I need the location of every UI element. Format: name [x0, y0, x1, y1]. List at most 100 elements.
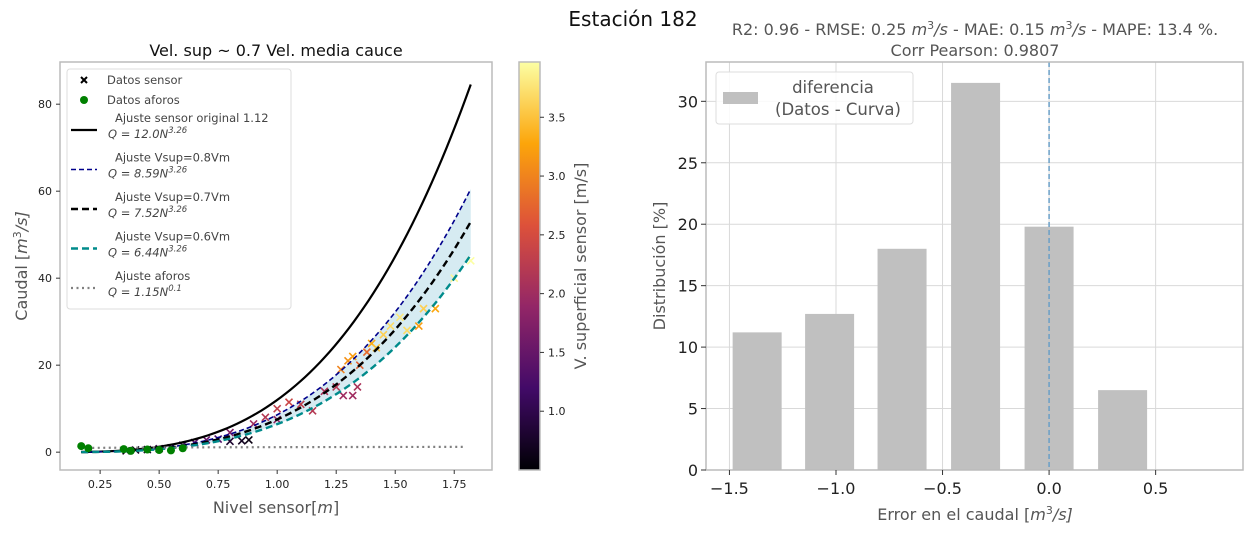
aforo-point	[143, 445, 152, 454]
sensor-point	[419, 304, 428, 313]
legend-label: Datos sensor	[107, 73, 182, 87]
x-tick-label: −1.5	[710, 479, 749, 498]
sensor-point	[362, 348, 371, 357]
left-legend: Datos sensor Datos aforos Ajuste sensor or…	[66, 68, 292, 310]
sensor-point	[273, 404, 282, 413]
legend-label: Ajuste Vsup=0.8Vm	[115, 151, 230, 165]
legend-label: Ajuste sensor original 1.12	[115, 111, 269, 125]
y-tick-label: 40	[38, 272, 52, 285]
histogram-bar	[877, 248, 927, 470]
colorbar-tick-label: 1.5	[548, 346, 566, 359]
x-tick-label: 1.75	[442, 478, 467, 491]
colorbar: 1.0 1.5 2.0 2.5 3.0 3.5 V. superficial sensor…	[518, 61, 590, 471]
legend-x-marker-icon	[80, 76, 88, 84]
legend-dot-icon	[80, 96, 88, 104]
sensor-point	[353, 382, 362, 391]
aforo-point	[77, 442, 86, 451]
sensor-point	[320, 387, 329, 396]
right-plot: R2: 0.96 - RMSE: 0.25 m3/s - MAE: 0.15 m…	[650, 19, 1244, 524]
x-tick-label: 0.5	[1143, 479, 1168, 498]
legend-equation: Q = 1.15N0.1	[108, 284, 182, 299]
legend-equation: Q = 6.44N3.26	[108, 245, 188, 260]
y-tick-label: 80	[38, 98, 52, 111]
histogram-bar	[951, 82, 1001, 470]
suptitle: Estación 182	[568, 7, 697, 31]
x-tick-label: 0.0	[1036, 479, 1061, 498]
right-title-line1: R2: 0.96 - RMSE: 0.25 m3/s - MAE: 0.15 m…	[732, 19, 1218, 39]
x-tick-label: 0.75	[206, 478, 231, 491]
legend-equation: Q = 8.59N3.26	[108, 166, 188, 181]
y-tick-label: 0	[45, 446, 52, 459]
left-ylabel: Caudal [m3/s]	[11, 211, 31, 320]
legend-equation: Q = 7.52N3.26	[108, 205, 188, 220]
y-tick-label: 15	[678, 277, 698, 296]
legend-label: Ajuste aforos	[115, 269, 190, 283]
legend-equation: Q = 12.0N3.26	[108, 126, 188, 141]
legend-label: Ajuste Vsup=0.6Vm	[115, 230, 230, 244]
left-axes-frame	[59, 61, 493, 471]
legend-label: Ajuste Vsup=0.7Vm	[115, 190, 230, 204]
sensor-point	[402, 326, 412, 335]
colorbar-tick-label: 2.0	[548, 288, 566, 301]
sensor-point	[395, 313, 404, 322]
x-tick-label: −1.0	[817, 479, 856, 498]
colorbar-tick-label: 3.5	[548, 111, 566, 124]
fit-curve	[81, 445, 467, 450]
legend-label-line2: (Datos - Curva)	[775, 100, 901, 119]
y-tick-label: 0	[688, 461, 698, 480]
sensor-point	[332, 382, 341, 391]
histogram-bar	[1098, 390, 1148, 470]
histogram-bar	[1024, 226, 1074, 470]
x-tick-label: 0.25	[88, 478, 113, 491]
x-tick-label: 1.25	[324, 478, 349, 491]
legend-box	[66, 68, 292, 310]
sensor-point	[386, 321, 395, 331]
aforo-point	[155, 445, 164, 454]
legend-box	[715, 71, 914, 125]
legend-label: Datos aforos	[107, 93, 180, 107]
sensor-point	[284, 398, 294, 407]
histogram-bar	[732, 332, 782, 470]
colorbar-tick-label: 3.0	[548, 170, 566, 183]
aforo-point	[126, 446, 135, 455]
y-tick-label: 60	[38, 185, 52, 198]
y-tick-label: 30	[678, 92, 698, 111]
sensor-point	[414, 321, 423, 331]
legend-swatch	[723, 92, 758, 104]
colorbar-tick-label: 2.5	[548, 229, 566, 242]
sensor-point	[379, 330, 388, 339]
sensor-point	[348, 352, 357, 361]
aforo-point	[119, 445, 128, 454]
right-axes-frame	[705, 61, 1244, 471]
x-tick-label: 1.50	[383, 478, 408, 491]
aforo-point	[178, 444, 187, 453]
right-ylabel: Distribución [%]	[650, 202, 669, 331]
aforo-point	[166, 446, 175, 455]
x-tick-label: 1.00	[265, 478, 290, 491]
left-title: Vel. sup ~ 0.7 Vel. media cauce	[149, 41, 402, 60]
confidence-band	[81, 188, 471, 453]
colorbar-gradient	[518, 61, 541, 471]
colorbar-label: V. superficial sensor [m/s]	[571, 163, 590, 370]
y-tick-label: 10	[678, 338, 698, 357]
sensor-point	[261, 413, 270, 422]
y-tick-label: 5	[688, 400, 698, 419]
sensor-point	[244, 435, 253, 445]
sensor-point	[237, 436, 246, 445]
sensor-point	[348, 391, 357, 400]
sensor-point	[372, 343, 381, 352]
x-tick-label: 0.50	[147, 478, 172, 491]
colorbar-tick-label: 1.0	[548, 405, 566, 418]
left-xlabel: Nivel sensor[m]	[213, 498, 339, 517]
sensor-point	[339, 391, 348, 400]
right-legend: diferencia (Datos - Curva)	[715, 71, 914, 125]
right-xlabel: Error en el caudal [m3/s]	[877, 504, 1073, 524]
sensor-point	[249, 419, 258, 428]
aforo-point	[84, 444, 93, 453]
fit-curve	[81, 221, 472, 454]
y-tick-label: 20	[38, 359, 52, 372]
right-title-line2: Corr Pearson: 0.9807	[891, 41, 1060, 60]
legend-label-line1: diferencia	[792, 78, 874, 97]
y-tick-label: 25	[678, 154, 698, 173]
